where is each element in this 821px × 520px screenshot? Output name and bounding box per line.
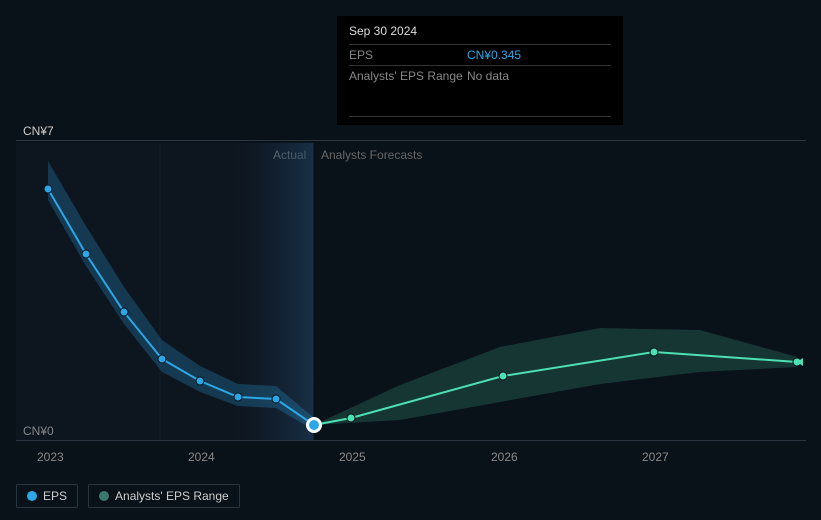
eps-marker[interactable]	[196, 377, 204, 385]
tooltip-row-label: Analysts' EPS Range	[349, 69, 467, 83]
eps-marker[interactable]	[234, 393, 242, 401]
x-axis-label: 2025	[339, 450, 366, 464]
tooltip-footer-line	[349, 116, 611, 117]
tooltip-row: EPSCN¥0.345	[349, 44, 611, 65]
x-axis-label: 2026	[491, 450, 518, 464]
forecast-marker[interactable]	[499, 372, 507, 380]
eps-marker[interactable]	[82, 250, 90, 258]
legend-item[interactable]: Analysts' EPS Range	[88, 484, 240, 508]
legend-swatch	[99, 491, 109, 501]
chart-tooltip: Sep 30 2024 EPSCN¥0.345Analysts' EPS Ran…	[337, 16, 623, 125]
forecast-marker[interactable]	[347, 414, 355, 422]
legend-item[interactable]: EPS	[16, 484, 78, 508]
eps-marker[interactable]	[158, 355, 166, 363]
legend-label: Analysts' EPS Range	[115, 489, 229, 503]
eps-marker[interactable]	[272, 395, 280, 403]
x-axis-label: 2023	[37, 450, 64, 464]
x-axis-label: 2027	[642, 450, 669, 464]
forecast-marker[interactable]	[650, 348, 658, 356]
eps-chart: CN¥7 CN¥0 Actual Analysts Forecasts 2023…	[0, 0, 821, 520]
x-axis-label: 2024	[188, 450, 215, 464]
tooltip-date: Sep 30 2024	[349, 24, 611, 38]
tooltip-row: Analysts' EPS RangeNo data	[349, 65, 611, 86]
tooltip-row-value: No data	[467, 69, 509, 83]
legend-swatch	[27, 491, 37, 501]
chart-legend: EPS Analysts' EPS Range	[16, 484, 240, 508]
tooltip-row-value: CN¥0.345	[467, 48, 521, 62]
tooltip-row-label: EPS	[349, 48, 467, 62]
legend-label: EPS	[43, 489, 67, 503]
eps-marker[interactable]	[120, 308, 128, 316]
forecast-band	[314, 328, 797, 425]
eps-marker[interactable]	[44, 185, 52, 193]
eps-marker[interactable]	[308, 419, 320, 431]
